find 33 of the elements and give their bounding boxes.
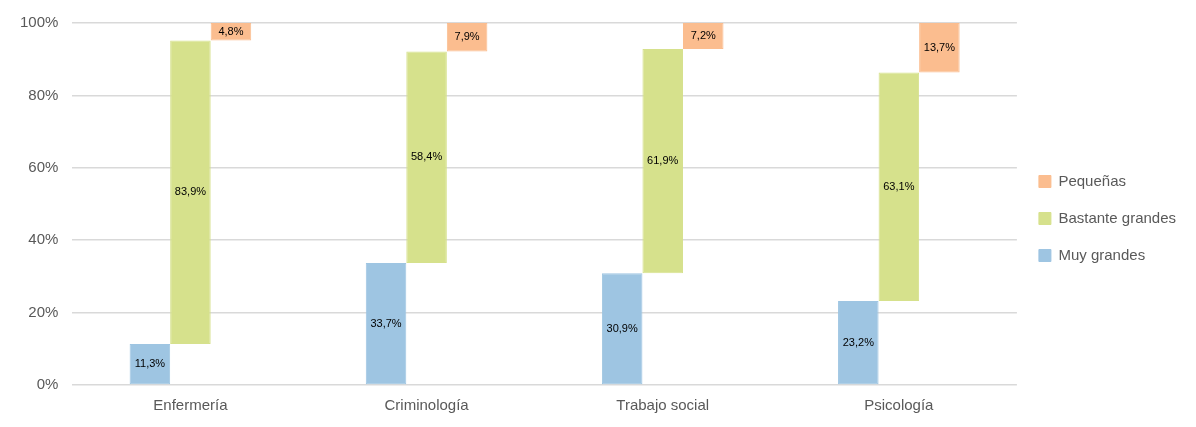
data-label: 83,9%: [174, 185, 207, 198]
bar: [406, 51, 447, 264]
y-tick-label: 0%: [36, 375, 59, 393]
bar: [365, 263, 407, 385]
legend-label: Bastante grandes: [1058, 208, 1177, 226]
data-label: 4,8%: [218, 24, 244, 37]
data-label: 11,3%: [134, 357, 166, 370]
bar: [838, 301, 879, 385]
data-label: 7,9%: [454, 30, 480, 43]
legend-label: Pequeñas: [1058, 171, 1126, 189]
data-label: 58,4%: [410, 150, 443, 163]
y-tick-label: 20%: [28, 302, 59, 320]
bar: [919, 23, 960, 73]
x-tick-label: Criminología: [384, 396, 470, 414]
legend-label: Muy grandes: [1058, 245, 1146, 263]
data-label: 23,2%: [842, 335, 875, 348]
x-tick-label: Enfermería: [153, 396, 229, 414]
bar: [878, 72, 920, 302]
data-label: 13,7%: [923, 40, 956, 53]
y-tick-label: 40%: [28, 230, 59, 248]
data-label: 33,7%: [370, 316, 402, 329]
y-tick-label: 80%: [28, 85, 59, 103]
y-tick-label: 100%: [19, 13, 59, 31]
bar: [642, 49, 683, 274]
y-tick-label: 60%: [28, 157, 59, 175]
x-tick-label: Trabajo social: [616, 396, 710, 414]
x-tick-label: Psicología: [864, 396, 935, 414]
data-label: 63,1%: [883, 179, 915, 192]
data-label: 7,2%: [690, 29, 716, 42]
bar: [170, 40, 211, 345]
data-label: 30,9%: [606, 321, 638, 334]
bar: [601, 273, 643, 385]
data-label: 61,9%: [647, 154, 679, 167]
